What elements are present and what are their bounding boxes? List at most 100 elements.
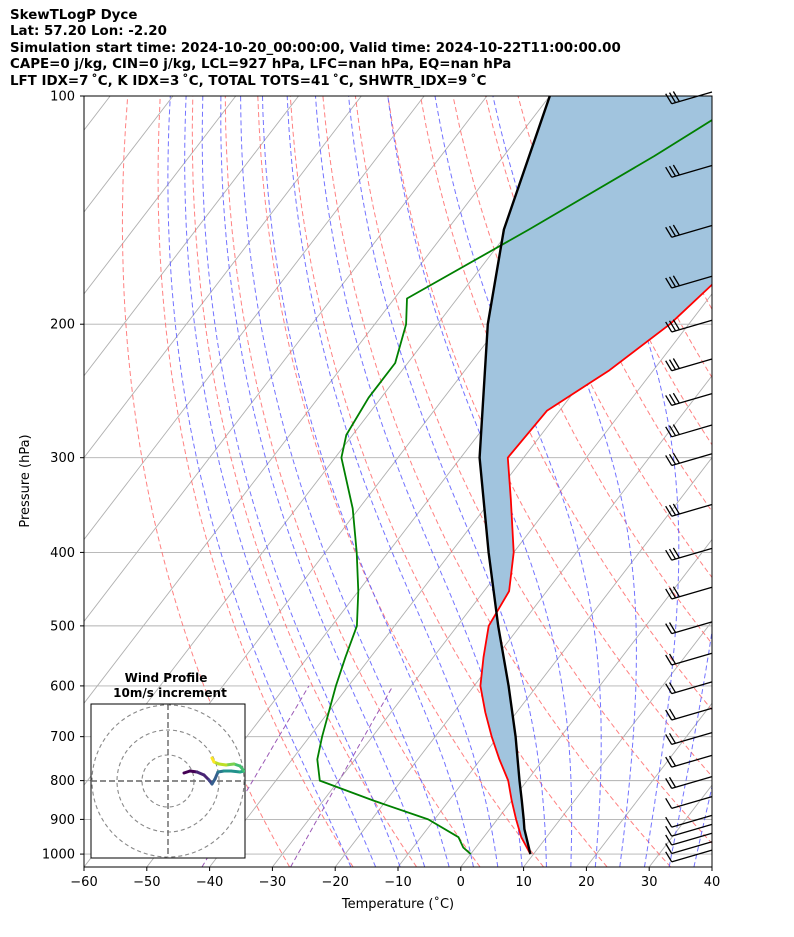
barb-flag: [668, 622, 677, 633]
wind-barb: [665, 841, 713, 855]
dry-adiabat: [517, 96, 712, 513]
cape-area: [479, 96, 712, 855]
dry-adiabat: [257, 96, 544, 867]
isotherm-line: [84, 96, 551, 704]
barb-shaft: [671, 795, 713, 809]
barb-flag: [668, 276, 677, 288]
barb-flag: [665, 798, 673, 809]
barb-flag: [668, 320, 677, 332]
barb-shaft: [671, 841, 713, 855]
barb-flag: [668, 732, 677, 744]
wind-barb: [665, 586, 713, 600]
barb-flag: [665, 166, 673, 178]
dry-adiabat: [322, 96, 672, 867]
isotherm-line: [586, 702, 712, 867]
barb-flag: [668, 548, 677, 560]
x-axis-label: Temperature (˚C): [341, 896, 454, 912]
x-tick-label: 30: [641, 875, 658, 890]
y-tick-label: 400: [50, 546, 75, 561]
y-tick-label: 700: [50, 730, 75, 745]
x-tick-label: −50: [133, 875, 160, 890]
barb-flag: [672, 358, 680, 369]
barb-flag: [668, 755, 677, 767]
barb-shaft: [671, 275, 713, 289]
barb-flag: [668, 653, 677, 665]
barb-flag: [672, 275, 680, 287]
x-tick-label: 10: [515, 875, 532, 890]
wind-barb: [665, 823, 713, 837]
barb-shaft: [671, 503, 713, 517]
isotherm-line: [711, 866, 712, 867]
y-tick-label: 300: [50, 451, 75, 466]
y-tick-label: 200: [50, 318, 75, 333]
wind-barb: [665, 503, 713, 517]
wind-barb: [665, 424, 713, 438]
barb-flag: [665, 426, 673, 438]
wind-barb: [665, 732, 713, 746]
inset-title: Wind Profile: [125, 671, 208, 685]
dry-adiabat: [746, 96, 794, 867]
moist-adiabat: [348, 96, 547, 867]
moist-adiabat: [184, 96, 377, 867]
dewpoint-line: [316, 119, 712, 855]
barb-shaft: [671, 832, 713, 846]
y-tick-label: 600: [50, 679, 75, 694]
barb-flag: [668, 776, 677, 788]
parcel-line: [478, 96, 551, 855]
wind-barb: [665, 652, 713, 666]
barb-shaft: [671, 424, 713, 438]
isotherm-line: [84, 96, 425, 541]
dry-adiabat: [485, 96, 712, 579]
dry-adiabat: [778, 96, 794, 867]
barb-flag: [668, 682, 677, 693]
barb-flag: [672, 91, 680, 102]
barb-shaft: [671, 707, 713, 721]
barb-flag: [665, 360, 673, 372]
wind-barb: [665, 452, 713, 467]
moist-adiabat: [167, 96, 352, 867]
barb-shaft: [671, 814, 713, 828]
barb-flag: [665, 93, 673, 105]
moist-adiabat: [655, 96, 712, 867]
station-location: Lat: 57.20 Lon: -2.20: [10, 24, 167, 40]
barb-shaft: [671, 393, 713, 407]
barb-shaft: [671, 547, 713, 561]
dry-adiabat: [191, 96, 418, 867]
barb-flag: [665, 778, 673, 789]
barb-flag: [672, 452, 680, 464]
barb-flag: [668, 504, 677, 516]
x-tick-label: −40: [196, 875, 223, 890]
barb-flag: [665, 321, 673, 333]
wind-barb: [665, 164, 713, 178]
barb-flag: [665, 549, 673, 561]
barb-flag: [665, 623, 673, 634]
barb-flag: [672, 503, 680, 515]
wind-barb: [665, 547, 713, 561]
isotherm-line: [272, 293, 712, 867]
sounding-profiles: [316, 96, 712, 855]
barb-shaft: [671, 224, 713, 238]
stability-indices: LFT IDX=7 ˚C, K IDX=3 ˚C, TOTAL TOTS=41 …: [10, 73, 487, 89]
barb-shaft: [671, 453, 713, 467]
wind-barb: [665, 754, 713, 768]
barb-flag: [668, 425, 677, 437]
x-tick-label: −30: [259, 875, 286, 890]
x-tick-label: 20: [578, 875, 595, 890]
dry-adiabat: [354, 96, 712, 845]
y-axis-label: Pressure (hPa): [18, 434, 33, 527]
stability-parameters: CAPE=0 j/kg, CIN=0 j/kg, LCL=927 hPa, LF…: [10, 57, 512, 73]
barb-flag: [672, 164, 680, 176]
x-tick-label: −60: [70, 875, 97, 890]
wind-barb: [665, 91, 713, 105]
barb-flag: [665, 277, 673, 289]
moist-adiabat: [201, 96, 401, 867]
barb-flag: [672, 586, 680, 598]
barb-flag: [665, 683, 673, 695]
barb-shaft: [671, 823, 713, 837]
chart-header: SkewTLogP Dyce Lat: 57.20 Lon: -2.20 Sim…: [10, 8, 621, 90]
barb-shaft: [671, 358, 713, 372]
moist-adiabat: [262, 96, 474, 867]
isotherm-line: [84, 96, 362, 459]
moist-adiabat: [492, 96, 637, 867]
